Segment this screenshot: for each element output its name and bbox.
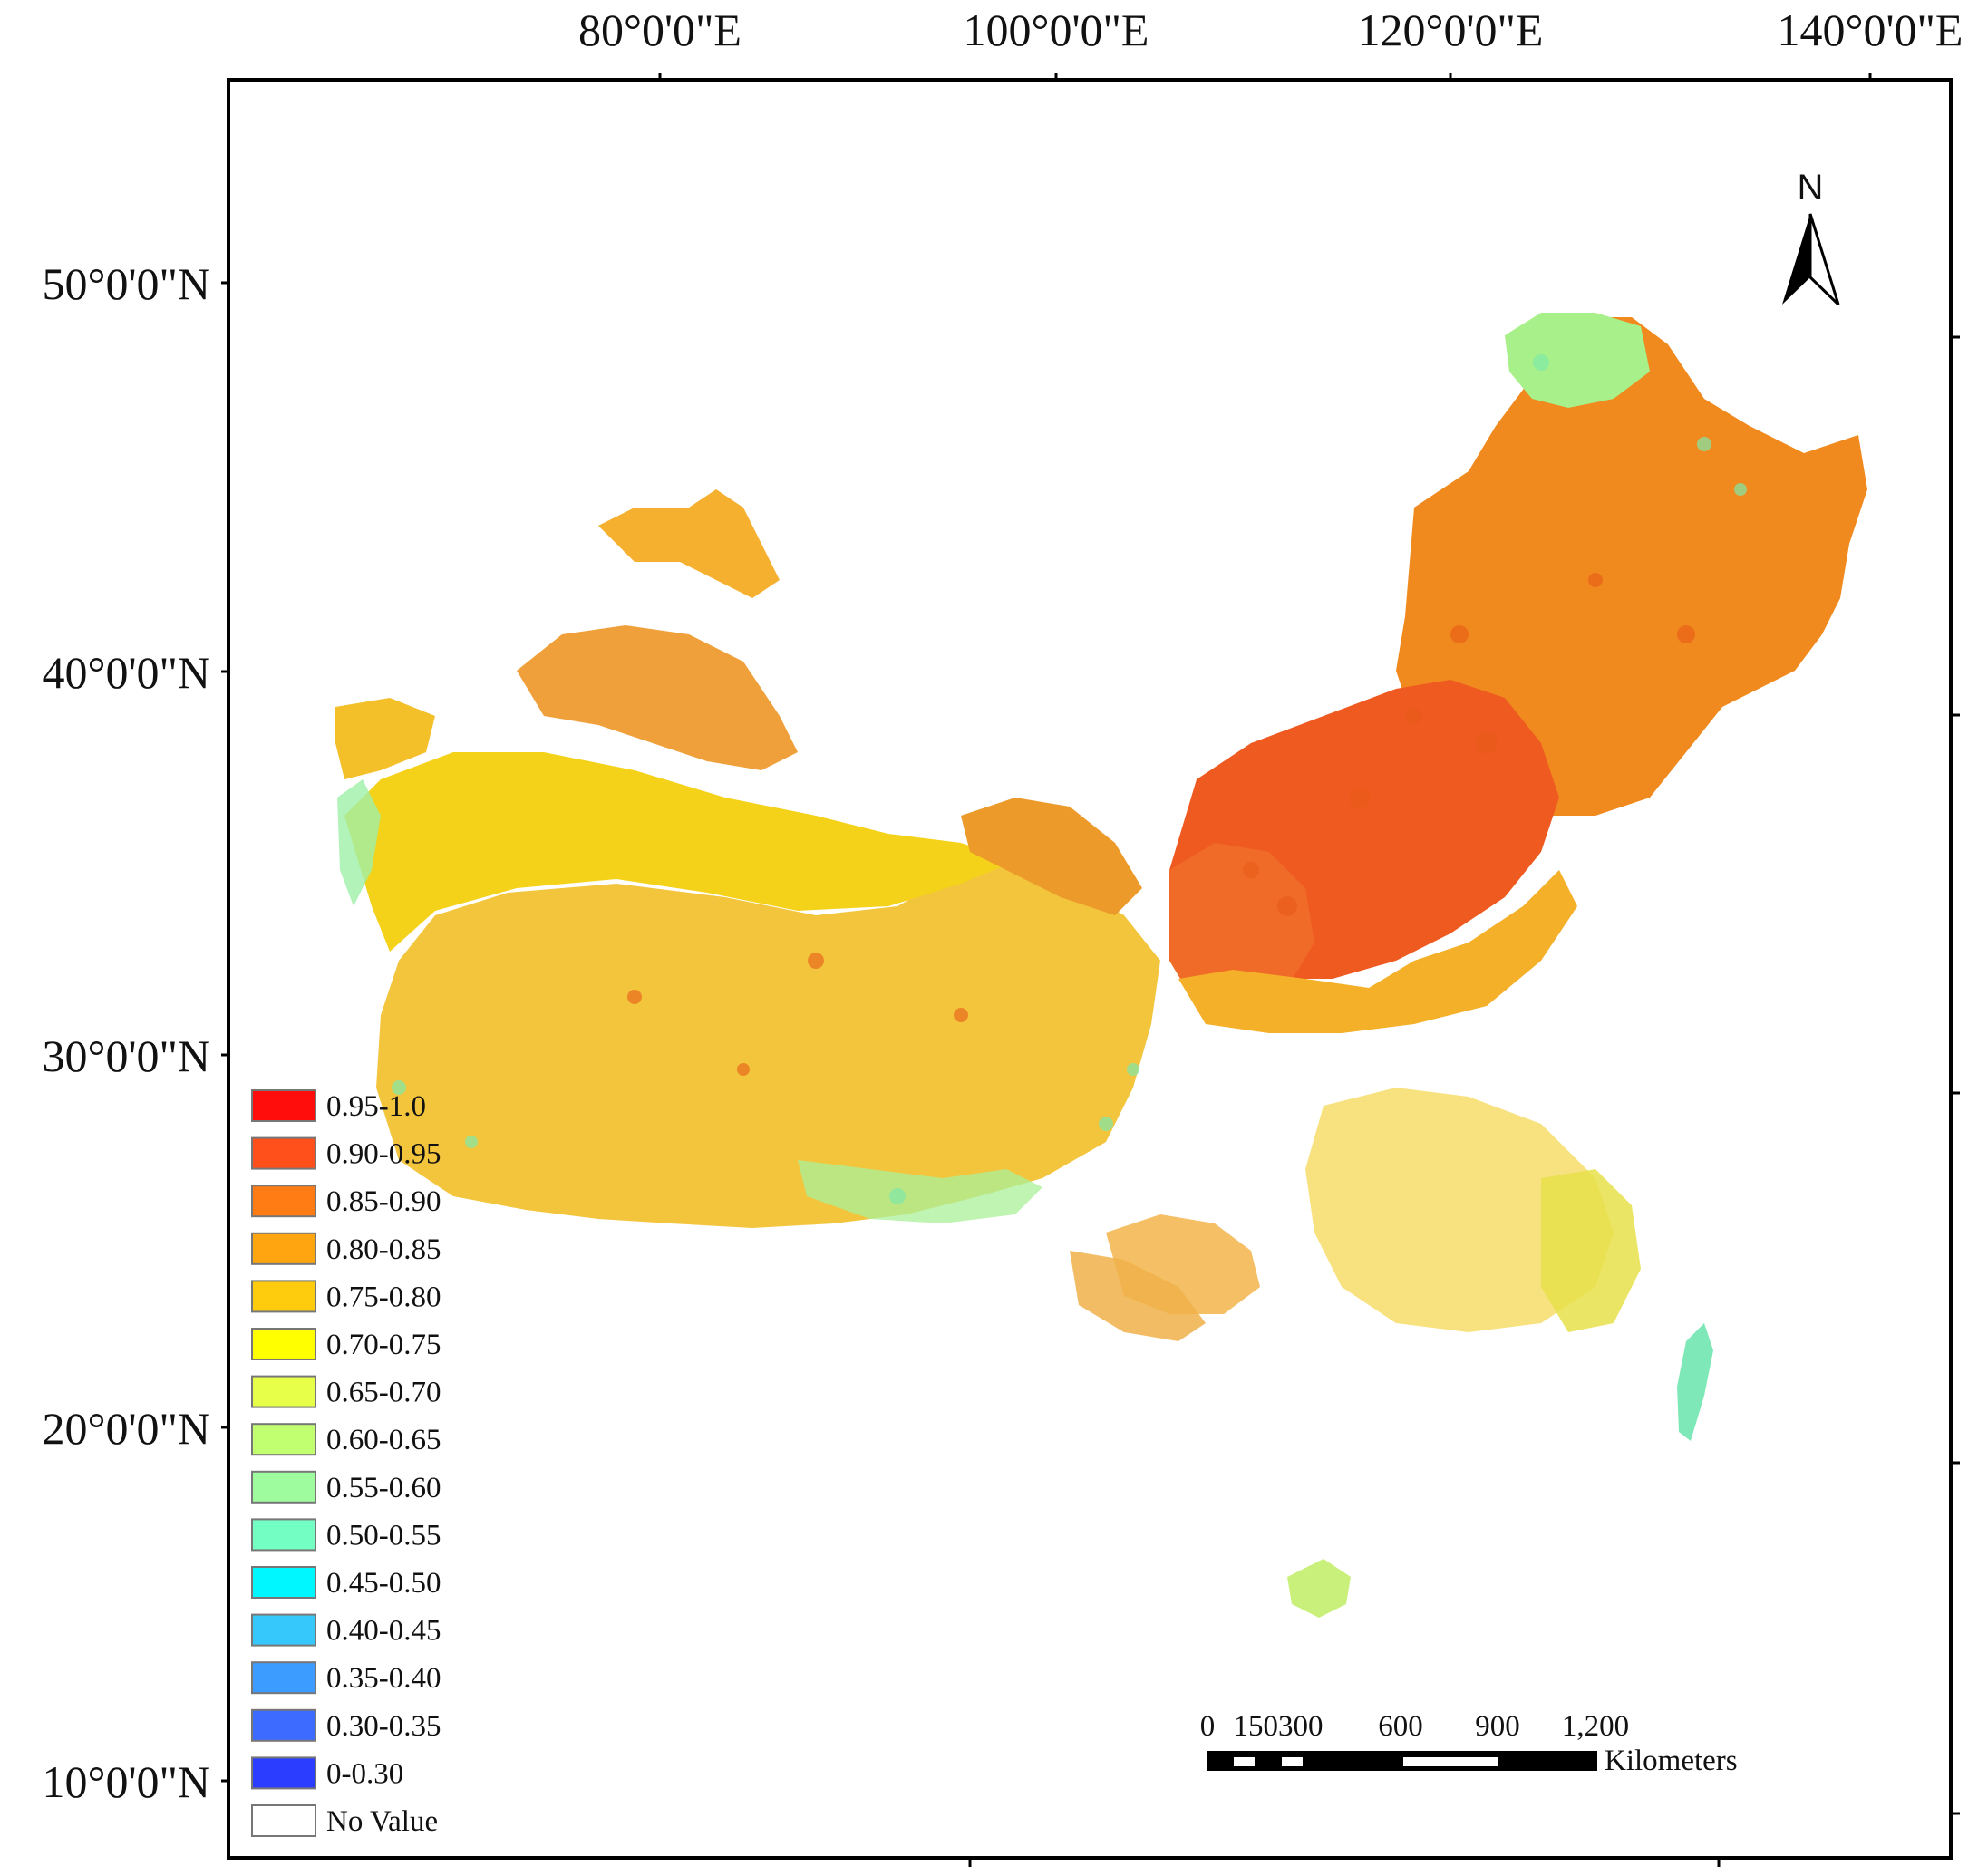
top-tick-label-2: 120°0'0"E: [1358, 5, 1544, 55]
scale-bar-segments: [1207, 1751, 1597, 1771]
north-arrow-icon: [1782, 213, 1840, 306]
legend-label-15: No Value: [326, 1805, 438, 1838]
left-tick-label-3: 20°0'0"N: [42, 1403, 210, 1454]
left-tick-label-4: 10°0'0"N: [42, 1756, 210, 1807]
legend-swatch-7: [251, 1423, 316, 1456]
region-greater-khingan: [1505, 313, 1650, 408]
legend-label-7: 0.60-0.65: [326, 1424, 441, 1456]
region-south-east: [1305, 1088, 1614, 1332]
north-label: N: [1798, 168, 1824, 208]
speckles-green: [392, 354, 1747, 1204]
legend-swatch-13: [251, 1708, 316, 1742]
legend-label-12: 0.35-0.40: [326, 1662, 441, 1695]
legend-label-0: 0.95-1.0: [326, 1090, 426, 1123]
left-tick-marks: [221, 281, 228, 1783]
region-tibet: [376, 865, 1160, 1228]
north-arrow: N: [1782, 168, 1840, 306]
right-tick-marks: [1951, 335, 1960, 1815]
value-raster: [335, 313, 1867, 1618]
region-loess: [1169, 843, 1314, 1015]
legend-label-8: 0.55-0.60: [326, 1472, 441, 1504]
scale-bar: 0 150300 600 900 1,200 Kilometers: [1200, 1710, 1738, 1777]
region-tianshan: [335, 698, 435, 779]
legend-label-1: 0.90-0.95: [326, 1138, 441, 1171]
legend-label-14: 0-0.30: [326, 1757, 403, 1790]
legend-swatch-15: [251, 1804, 316, 1837]
legend-label-11: 0.40-0.45: [326, 1615, 441, 1648]
legend-swatch-0: [251, 1089, 316, 1122]
legend-swatch-2: [251, 1185, 316, 1218]
region-qinghai: [961, 798, 1142, 915]
region-yunnan: [1070, 1251, 1206, 1341]
region-northeast: [1396, 317, 1867, 816]
region-central: [1178, 870, 1577, 1033]
legend-swatch-4: [251, 1280, 316, 1313]
top-tick-label-3: 140°0'0"E: [1778, 5, 1963, 55]
bottom-tick-marks: [968, 1858, 1721, 1867]
legend-label-5: 0.70-0.75: [326, 1329, 441, 1361]
legend-label-6: 0.65-0.70: [326, 1377, 441, 1409]
speckles: [627, 573, 1695, 1076]
scale-label-0: 0: [1200, 1710, 1216, 1743]
top-tick-label-0: 80°0'0"E: [578, 5, 742, 55]
scale-label-2: 600: [1378, 1710, 1423, 1743]
region-southwest-green: [798, 1160, 1042, 1223]
region-altai: [598, 489, 780, 598]
scale-label-3: 900: [1475, 1710, 1520, 1743]
legend-swatch-1: [251, 1136, 316, 1170]
legend-swatch-9: [251, 1518, 316, 1552]
legend-label-9: 0.50-0.55: [326, 1519, 441, 1552]
top-tick-marks: [658, 73, 1872, 80]
scale-label-4: 1,200: [1562, 1710, 1629, 1743]
legend-swatch-3: [251, 1232, 316, 1265]
legend-label-3: 0.80-0.85: [326, 1233, 441, 1266]
region-hainan: [1287, 1559, 1351, 1618]
region-fujian: [1541, 1169, 1641, 1332]
left-tick-label-0: 50°0'0"N: [42, 258, 210, 309]
scale-label-1: 150300: [1234, 1710, 1324, 1743]
legend-swatch-12: [251, 1661, 316, 1695]
region-xinjiang: [517, 625, 798, 770]
legend-label-13: 0.30-0.35: [326, 1710, 441, 1743]
legend-label-2: 0.85-0.90: [326, 1185, 441, 1218]
top-tick-label-1: 100°0'0"E: [964, 5, 1149, 55]
legend-swatch-11: [251, 1613, 316, 1647]
region-taiwan: [1677, 1323, 1713, 1441]
legend-swatch-8: [251, 1470, 316, 1504]
region-west-green: [337, 779, 381, 906]
legend: 0.95-1.0 0.90-0.95 0.85-0.90 0.80-0.85 0.75-…: [251, 1089, 441, 1838]
legend-swatch-6: [251, 1375, 316, 1408]
legend-swatch-5: [251, 1328, 316, 1360]
legend-swatch-10: [251, 1566, 316, 1599]
left-tick-label-2: 30°0'0"N: [42, 1030, 210, 1081]
region-tibet-north: [344, 752, 1015, 952]
legend-swatch-14: [251, 1756, 316, 1790]
scale-unit: Kilometers: [1605, 1745, 1738, 1777]
legend-label-4: 0.75-0.80: [326, 1281, 441, 1313]
left-tick-label-1: 40°0'0"N: [42, 647, 210, 698]
legend-label-10: 0.45-0.50: [326, 1567, 441, 1600]
